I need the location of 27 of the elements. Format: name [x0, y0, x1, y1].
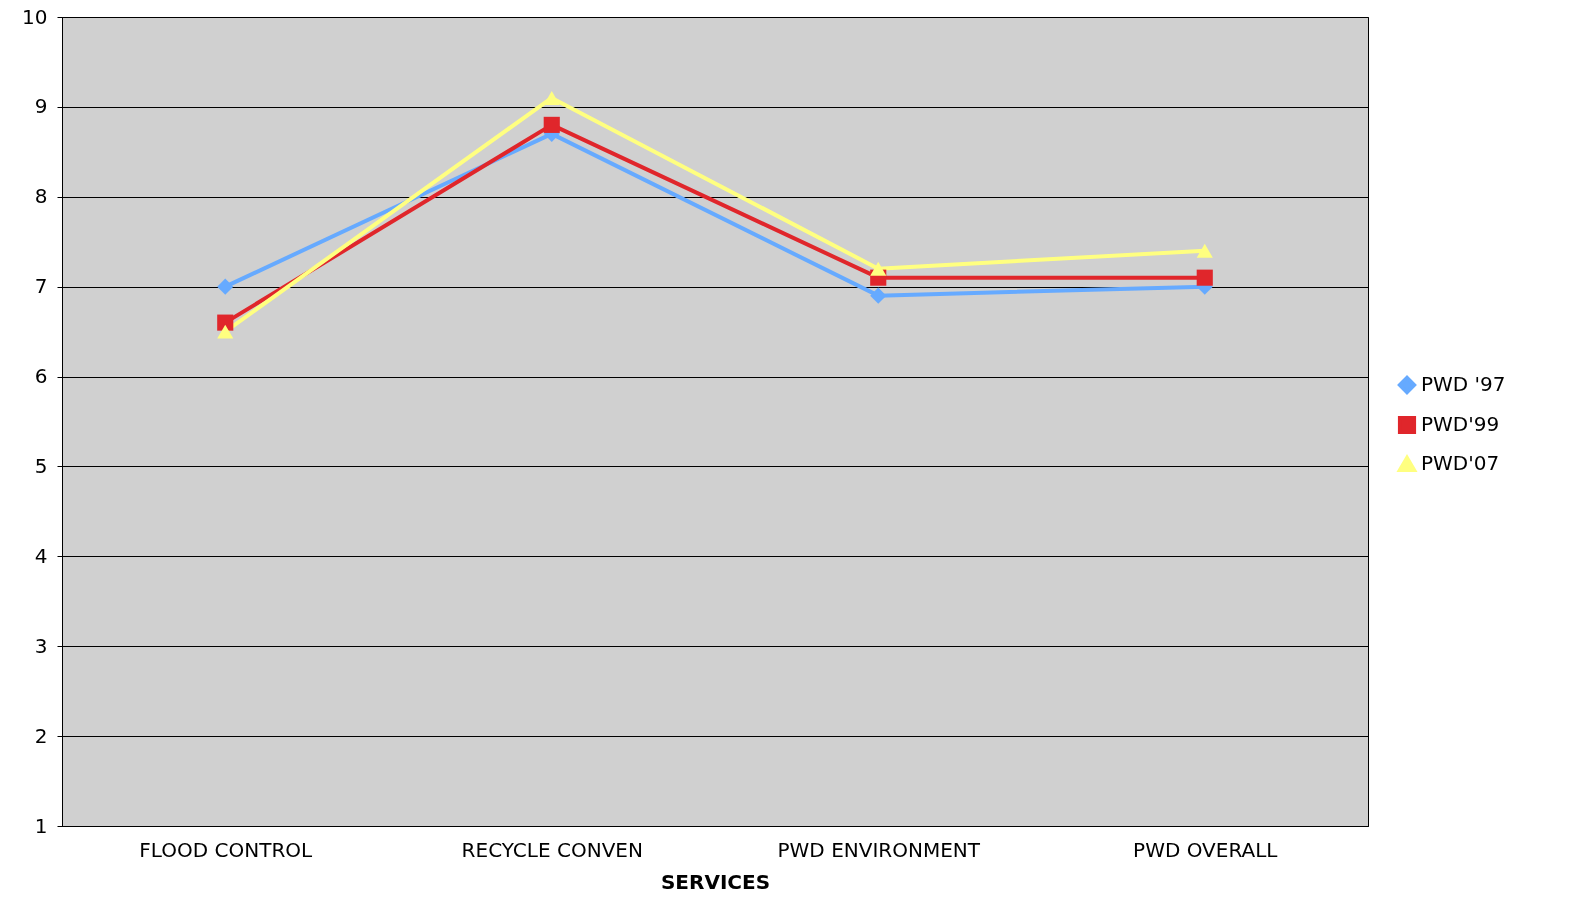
legend-label: PWD'07	[1421, 451, 1500, 475]
legend-label: PWD'99	[1421, 412, 1500, 436]
point	[1196, 243, 1213, 258]
y-tick-label: 5	[34, 453, 48, 478]
point	[870, 287, 887, 304]
y-tick-label: 6	[34, 364, 48, 389]
x-tick-label: PWD ENVIRONMENT	[777, 837, 981, 862]
point	[217, 314, 234, 331]
point	[1196, 269, 1213, 286]
x-tick-label: FLOOD CONTROL	[139, 837, 314, 862]
legend-label: PWD '97	[1421, 372, 1506, 396]
y-tick-label: 1	[34, 813, 48, 838]
point	[870, 261, 887, 276]
y-tick-label: 7	[34, 274, 48, 299]
point	[217, 278, 234, 295]
y-tick-label: 8	[34, 184, 48, 209]
y-tick-label: 10	[22, 4, 48, 29]
y-tick-label: 9	[34, 94, 48, 119]
y-tick-label: 4	[34, 543, 48, 568]
x-axis-title: SERVICES	[660, 869, 771, 894]
point	[217, 324, 234, 339]
x-tick-label: PWD OVERALL	[1133, 837, 1279, 862]
x-tick-label: RECYCLE CONVEN	[461, 837, 643, 862]
y-tick-label: 3	[34, 633, 48, 658]
point	[543, 90, 560, 105]
y-tick-label: 2	[34, 723, 48, 748]
point	[543, 116, 560, 133]
